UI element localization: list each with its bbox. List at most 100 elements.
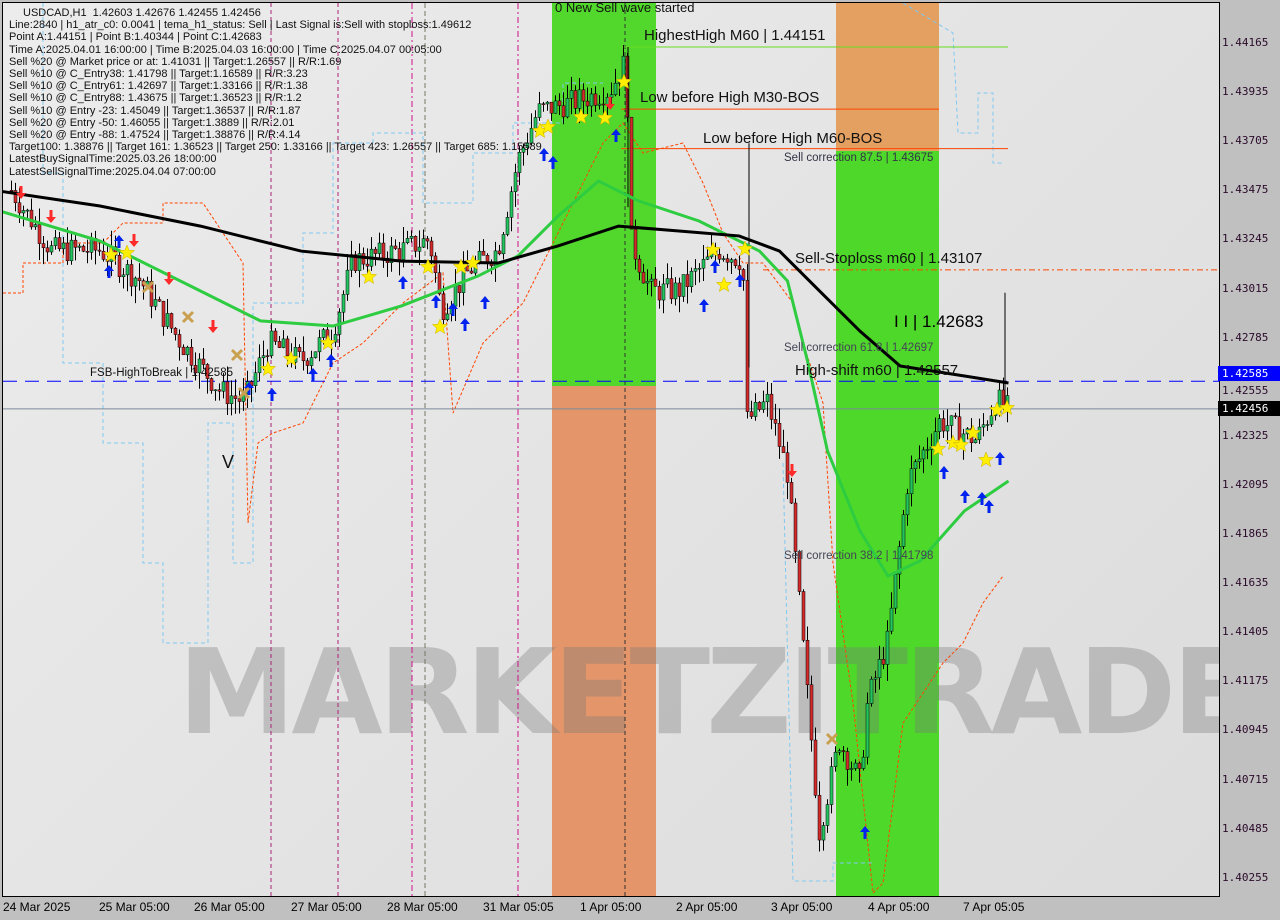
candle-up <box>417 246 422 252</box>
candle-down <box>841 750 846 752</box>
y-tick-label: 1.44165 <box>1222 36 1269 49</box>
candle-up <box>53 237 58 246</box>
x-tick-label: 27 Mar 05:00 <box>291 900 362 914</box>
candle-down <box>273 330 278 342</box>
candle-up <box>213 389 218 392</box>
candle-down <box>429 240 434 257</box>
candle-down <box>173 327 178 335</box>
x-tick-label: 25 Mar 05:00 <box>99 900 170 914</box>
signal-star-icon <box>259 360 277 377</box>
sell-correction-382-label: Sell correction 38.2 | 1.41798 <box>784 550 934 562</box>
candle-up <box>889 607 894 632</box>
candle-up <box>513 172 518 192</box>
candle-up <box>945 425 950 432</box>
sell-arrow-icon <box>787 464 797 477</box>
x-tick-label: 31 Mar 05:05 <box>483 900 554 914</box>
signal-star-icon <box>704 241 722 258</box>
candle-up <box>69 239 74 262</box>
candle-down <box>497 250 502 255</box>
buy-arrow-icon <box>611 129 621 142</box>
y-tick-label: 1.41405 <box>1222 625 1269 639</box>
candle-down <box>29 209 34 228</box>
candle-up <box>569 90 574 99</box>
candle-up <box>837 750 842 753</box>
x-tick-label: 1 Apr 05:00 <box>580 900 642 914</box>
candle-down <box>237 398 242 402</box>
m30-bos-label: Low before High M30-BOS <box>640 89 820 106</box>
candle-up <box>269 330 274 357</box>
x-tick-label: 3 Apr 05:00 <box>771 900 833 914</box>
y-tick-label: 1.41175 <box>1222 674 1269 688</box>
info-line: Sell %20 @ Entry -50: 1.46055 || Target:… <box>9 116 295 129</box>
candle-up <box>221 381 226 392</box>
sell-arrow-icon <box>16 186 26 199</box>
candle-down <box>469 270 474 274</box>
info-line: LatestBuySignalTime:2025.03.26 18:00:00 <box>9 153 217 166</box>
candle-up <box>197 358 202 374</box>
candle-up <box>25 209 30 212</box>
candle-down <box>41 243 46 249</box>
chart-plot-area[interactable]: MARKETZITRADE USDCAD,H1 1.42603 1.42676 … <box>2 2 1220 897</box>
candle-up <box>849 768 854 770</box>
candle-up <box>333 334 338 343</box>
candle-up <box>869 678 874 704</box>
info-line: LatestSellSignalTime:2025.04.04 07:00:00 <box>9 165 216 178</box>
candle-down <box>637 258 642 273</box>
candle-up <box>897 546 902 575</box>
info-line: Sell %10 @ C_Entry38: 1.41798 || Target:… <box>9 68 308 81</box>
trailing-stop-line <box>3 122 1004 895</box>
candle-down <box>801 591 806 641</box>
info-panel: USDCAD,H1 1.42603 1.42676 1.42455 1.4245… <box>9 7 542 178</box>
candle-up <box>61 242 66 250</box>
candle-up <box>861 756 866 769</box>
candle-down <box>297 347 302 352</box>
candle-up <box>317 337 322 353</box>
candle-up <box>949 415 954 426</box>
candle-up <box>729 259 734 263</box>
cross-marker-icon <box>141 280 155 294</box>
candle-down <box>209 378 214 391</box>
signal-star-icon <box>319 334 337 351</box>
candle-down <box>73 239 78 248</box>
candle-down <box>277 341 282 348</box>
candle-down <box>373 248 378 254</box>
candle-down <box>593 93 598 106</box>
candle-down <box>557 100 562 106</box>
info-line: Sell %20 @ Market price or at: 1.41031 |… <box>9 55 342 68</box>
sell-arrow-icon <box>208 320 218 333</box>
candle-down <box>953 415 958 418</box>
cross-marker-icon <box>181 310 195 324</box>
candle-up <box>345 269 350 295</box>
candle-up <box>261 355 266 359</box>
candle-up <box>553 100 558 114</box>
candle-down <box>353 254 358 271</box>
candle-up <box>825 804 830 826</box>
channel-upper-line <box>902 3 1003 164</box>
candle-up <box>357 253 362 271</box>
candle-up <box>917 458 922 462</box>
candle-down <box>813 739 818 796</box>
candle-up <box>409 235 414 239</box>
candle-up <box>649 278 654 282</box>
candle-down <box>845 751 850 770</box>
candle-down <box>393 245 398 249</box>
zone-green-2 <box>836 151 939 896</box>
candle-up <box>921 449 926 460</box>
candle-up <box>321 329 326 338</box>
candle-up <box>525 143 530 148</box>
candle-down <box>101 251 106 260</box>
sell-arrow-icon <box>164 272 174 285</box>
candle-down <box>365 263 370 267</box>
signal-star-icon <box>431 318 449 335</box>
candle-down <box>573 90 578 109</box>
signal-star-icon <box>964 424 982 441</box>
y-tick-label: 1.42095 <box>1222 477 1269 491</box>
zone-orange-2 <box>836 3 939 151</box>
buy-arrow-icon <box>460 318 470 331</box>
candle-up <box>937 418 942 432</box>
candle-up <box>421 238 426 248</box>
signal-star-icon <box>282 350 300 367</box>
candle-down <box>541 103 546 105</box>
candle-up <box>989 415 994 425</box>
